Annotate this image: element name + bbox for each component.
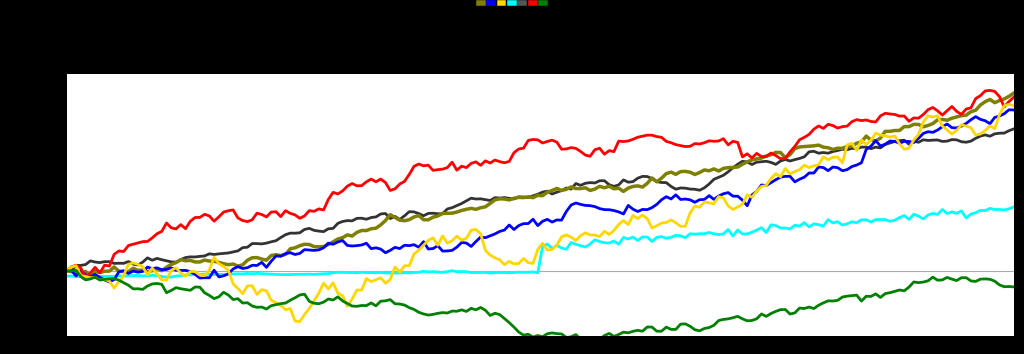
Legend: , , , , , , : , , , , , , — [478, 2, 546, 4]
